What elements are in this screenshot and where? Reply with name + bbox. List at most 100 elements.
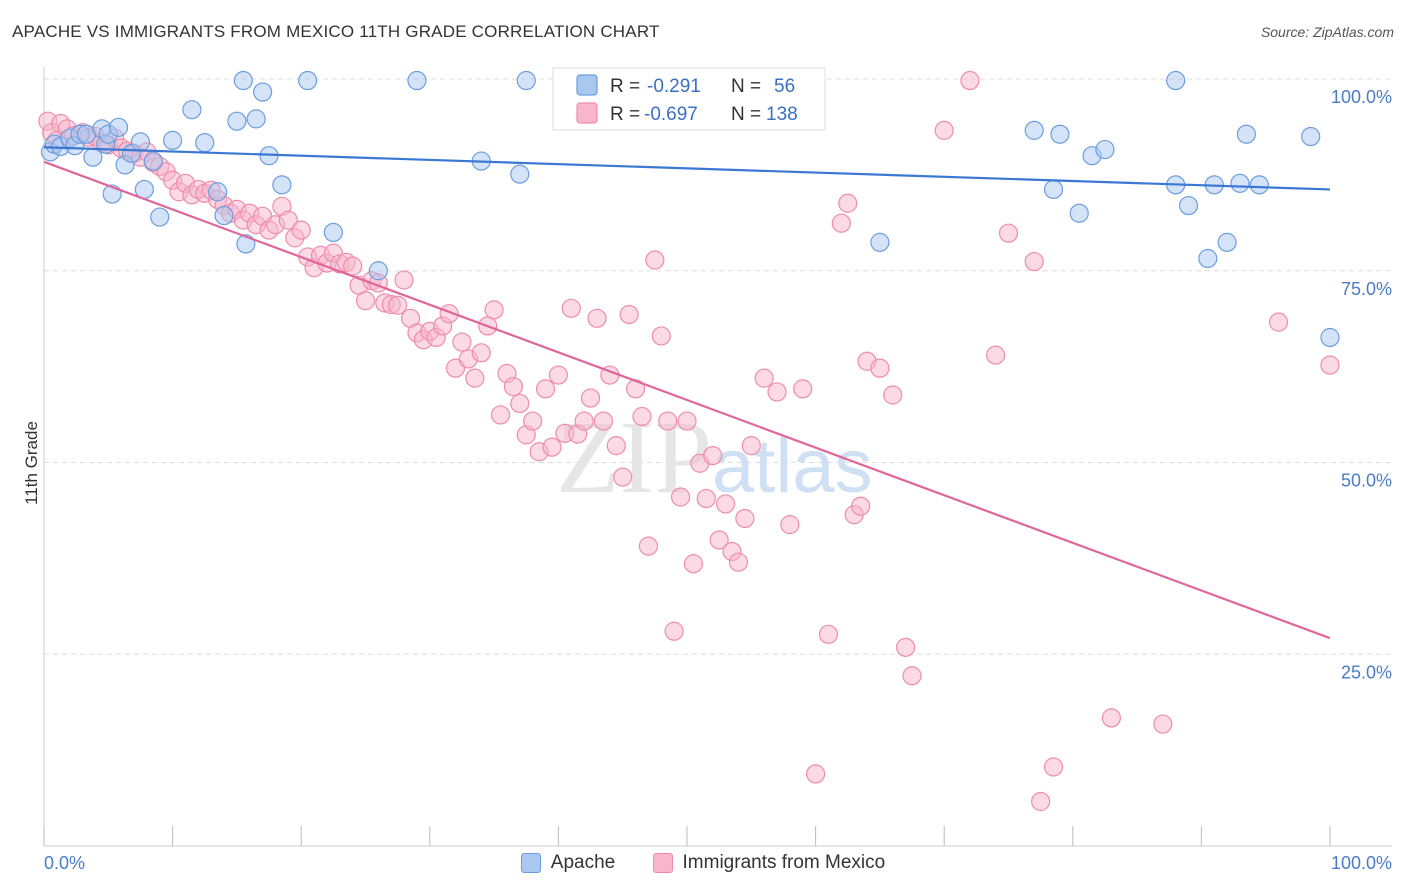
apache-point-45[interactable] — [1095, 139, 1115, 160]
mexico-point-76[interactable] — [523, 411, 543, 431]
mexico-point-71[interactable] — [490, 405, 511, 425]
mexico-point-82[interactable] — [561, 298, 581, 318]
mexico-point-89[interactable] — [606, 436, 626, 456]
mexico-point-120[interactable] — [851, 496, 871, 516]
apache-point-49[interactable] — [1198, 248, 1218, 269]
mexico-point-106[interactable] — [715, 494, 736, 514]
apache-point-32[interactable] — [323, 222, 343, 242]
apache-point-36[interactable] — [510, 164, 530, 184]
mexico-point-124[interactable] — [896, 637, 916, 657]
mexico-point-100[interactable] — [677, 411, 697, 431]
mexico-point-56[interactable] — [394, 270, 414, 290]
mexico-point-99[interactable] — [670, 487, 691, 507]
mexico-point-48[interactable] — [343, 256, 363, 276]
mexico-point-122[interactable] — [870, 358, 890, 378]
mexico-point-130[interactable] — [1024, 251, 1044, 272]
mexico-point-118[interactable] — [838, 193, 858, 213]
mexico-point-111[interactable] — [754, 368, 774, 388]
mexico-point-68[interactable] — [471, 343, 491, 363]
mexico-point-101[interactable] — [683, 554, 704, 574]
mexico-point-125[interactable] — [902, 666, 922, 686]
mexico-point-133[interactable] — [1101, 708, 1121, 728]
apache-point-40[interactable] — [1024, 120, 1044, 140]
legend-item-mexico[interactable]: Immigrants from Mexico — [652, 852, 885, 874]
apache-point-24[interactable] — [227, 111, 247, 131]
apache-point-52[interactable] — [1230, 173, 1250, 193]
apache-point-48[interactable] — [1178, 195, 1199, 216]
mexico-point-97[interactable] — [658, 411, 678, 431]
mexico-point-91[interactable] — [619, 304, 639, 325]
apache-point-17[interactable] — [143, 151, 163, 171]
mexico-point-74[interactable] — [510, 393, 530, 414]
mexico-point-112[interactable] — [767, 382, 787, 402]
mexico-point-50[interactable] — [355, 291, 376, 311]
apache-point-56[interactable] — [1320, 327, 1340, 348]
mexico-point-126[interactable] — [934, 120, 954, 140]
apache-point-22[interactable] — [208, 182, 228, 202]
apache-point-19[interactable] — [163, 130, 183, 150]
mexico-point-98[interactable] — [664, 621, 684, 641]
mexico-point-127[interactable] — [960, 70, 980, 91]
mexico-point-40[interactable] — [291, 220, 311, 240]
apache-point-41[interactable] — [1043, 179, 1064, 200]
mexico-point-79[interactable] — [542, 437, 562, 457]
apache-point-20[interactable] — [182, 100, 202, 120]
apache-point-37[interactable] — [516, 70, 536, 91]
apache-point-54[interactable] — [1249, 175, 1269, 195]
apache-point-21[interactable] — [195, 133, 215, 153]
mexico-point-116[interactable] — [818, 624, 839, 644]
apache-point-31[interactable] — [298, 70, 318, 91]
mexico-point-108[interactable] — [728, 552, 749, 572]
mexico-point-115[interactable] — [805, 764, 826, 784]
mexico-point-135[interactable] — [1268, 312, 1289, 332]
mexico-point-78[interactable] — [535, 379, 556, 399]
apache-point-33[interactable] — [368, 261, 388, 281]
mexico-point-131[interactable] — [1031, 791, 1051, 812]
mexico-point-129[interactable] — [998, 223, 1019, 243]
mexico-point-96[interactable] — [651, 326, 671, 346]
legend-item-apache[interactable]: Apache — [520, 852, 615, 874]
mexico-point-134[interactable] — [1153, 714, 1173, 734]
apache-point-18[interactable] — [150, 207, 170, 227]
mexico-point-67[interactable] — [465, 368, 485, 388]
apache-point-53[interactable] — [1236, 124, 1257, 144]
mexico-point-110[interactable] — [741, 436, 761, 456]
mexico-point-70[interactable] — [484, 300, 504, 320]
apache-point-39[interactable] — [870, 232, 890, 252]
mexico-point-73[interactable] — [503, 376, 523, 397]
mexico-point-105[interactable] — [709, 530, 729, 550]
apache-point-43[interactable] — [1069, 203, 1089, 223]
mexico-point-80[interactable] — [548, 365, 569, 385]
mexico-point-136[interactable] — [1320, 355, 1340, 375]
mexico-point-128[interactable] — [986, 345, 1006, 365]
mexico-point-55[interactable] — [388, 295, 408, 315]
apache-point-42[interactable] — [1050, 124, 1070, 144]
mexico-point-123[interactable] — [883, 385, 903, 405]
apache-point-12[interactable] — [108, 117, 129, 137]
apache-point-55[interactable] — [1301, 126, 1321, 147]
apache-point-51[interactable] — [1217, 232, 1237, 252]
apache-point-15[interactable] — [130, 132, 151, 152]
mexico-point-114[interactable] — [793, 379, 813, 399]
apache-point-28[interactable] — [253, 82, 273, 102]
mexico-point-87[interactable] — [593, 411, 614, 431]
mexico-point-132[interactable] — [1043, 757, 1064, 777]
mexico-point-104[interactable] — [703, 445, 723, 466]
mexico-point-65[interactable] — [452, 332, 472, 352]
apache-point-34[interactable] — [407, 70, 427, 91]
apache-point-25[interactable] — [233, 70, 253, 91]
mexico-point-109[interactable] — [735, 508, 755, 529]
mexico-point-113[interactable] — [780, 515, 800, 535]
mexico-point-90[interactable] — [613, 467, 633, 487]
mexico-point-95[interactable] — [645, 250, 665, 270]
mexico-point-94[interactable] — [638, 536, 659, 556]
apache-point-27[interactable] — [246, 109, 266, 129]
mexico-point-117[interactable] — [831, 213, 851, 233]
mexico-point-93[interactable] — [632, 406, 652, 427]
apache-point-23[interactable] — [214, 205, 234, 226]
apache-point-47[interactable] — [1166, 70, 1186, 91]
mexico-point-86[interactable] — [587, 308, 607, 328]
mexico-point-84[interactable] — [574, 411, 594, 431]
mexico-point-103[interactable] — [696, 488, 716, 509]
mexico-point-38[interactable] — [278, 210, 298, 230]
